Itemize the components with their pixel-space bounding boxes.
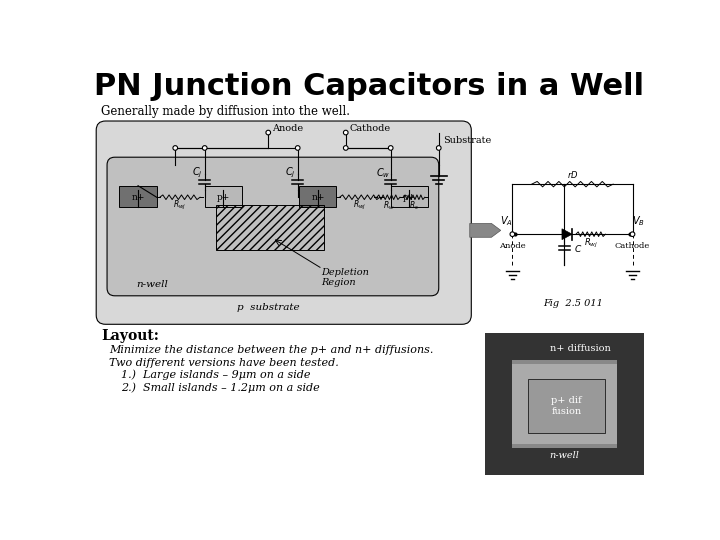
Circle shape: [510, 232, 515, 237]
Text: Cathode: Cathode: [615, 242, 650, 250]
Text: 1.)  Large islands – 9μm on a side: 1.) Large islands – 9μm on a side: [121, 370, 310, 380]
Text: $R_s$: $R_s$: [409, 199, 419, 212]
Text: PN Junction Capacitors in a Well: PN Junction Capacitors in a Well: [94, 72, 644, 101]
Polygon shape: [562, 229, 572, 240]
Circle shape: [173, 146, 178, 150]
Text: Region: Region: [321, 278, 356, 287]
Text: 2.)  Small islands – 1.2μm on a side: 2.) Small islands – 1.2μm on a side: [121, 383, 320, 394]
Bar: [485, 363, 644, 444]
Bar: [485, 333, 513, 475]
Text: $rD$: $rD$: [567, 170, 578, 180]
Bar: [485, 333, 644, 475]
Text: n+ diffusion: n+ diffusion: [550, 343, 611, 353]
Text: Depletion: Depletion: [321, 268, 369, 277]
Text: Two different versions have been tested.: Two different versions have been tested.: [109, 358, 339, 368]
Bar: [204, 186, 242, 207]
FancyBboxPatch shape: [107, 157, 438, 296]
Text: p+: p+: [402, 193, 416, 202]
Text: Anode: Anode: [272, 124, 303, 133]
Bar: [528, 379, 606, 433]
Circle shape: [266, 130, 271, 135]
Bar: [300, 186, 336, 207]
Bar: [485, 333, 644, 360]
FancyArrow shape: [469, 224, 500, 237]
Text: Fig  2.5 011: Fig 2.5 011: [543, 299, 603, 308]
Circle shape: [202, 146, 207, 150]
Text: n-well: n-well: [550, 451, 580, 461]
Text: p  substrate: p substrate: [237, 303, 300, 312]
Text: Layout:: Layout:: [101, 329, 158, 343]
Text: $R_{wj}$: $R_{wj}$: [174, 199, 186, 212]
Text: Cathode: Cathode: [350, 124, 391, 133]
Circle shape: [630, 232, 635, 237]
Text: Substrate: Substrate: [443, 136, 491, 145]
Text: p+ dif
fusion: p+ dif fusion: [552, 396, 582, 416]
Bar: [120, 186, 157, 207]
Circle shape: [343, 146, 348, 150]
Text: p+: p+: [217, 193, 230, 202]
Circle shape: [388, 146, 393, 150]
Text: Generally made by diffusion into the well.: Generally made by diffusion into the wel…: [101, 105, 350, 118]
Circle shape: [436, 146, 441, 150]
Text: n+: n+: [311, 193, 325, 202]
Circle shape: [343, 130, 348, 135]
FancyBboxPatch shape: [96, 121, 472, 325]
Bar: [485, 448, 644, 475]
Text: $C_j$: $C_j$: [192, 165, 202, 180]
Text: $R_{wj}$: $R_{wj}$: [583, 237, 598, 250]
Bar: [391, 186, 428, 207]
Text: $R_w$: $R_w$: [382, 199, 395, 212]
Text: $V_A$: $V_A$: [500, 214, 513, 228]
Text: Anode: Anode: [499, 242, 526, 250]
Text: $R_{wj}$: $R_{wj}$: [353, 199, 366, 212]
Bar: [215, 205, 324, 249]
Bar: [617, 333, 644, 475]
Text: n+: n+: [131, 193, 145, 202]
Text: $C_w$: $C_w$: [376, 166, 390, 179]
Text: n-well: n-well: [137, 280, 168, 289]
Circle shape: [295, 146, 300, 150]
Text: $C$: $C$: [574, 242, 582, 254]
Text: Minimize the distance between the p+ and n+ diffusions.: Minimize the distance between the p+ and…: [109, 345, 433, 355]
Text: $C_j$: $C_j$: [284, 165, 295, 180]
Text: $V_B$: $V_B$: [632, 214, 645, 228]
